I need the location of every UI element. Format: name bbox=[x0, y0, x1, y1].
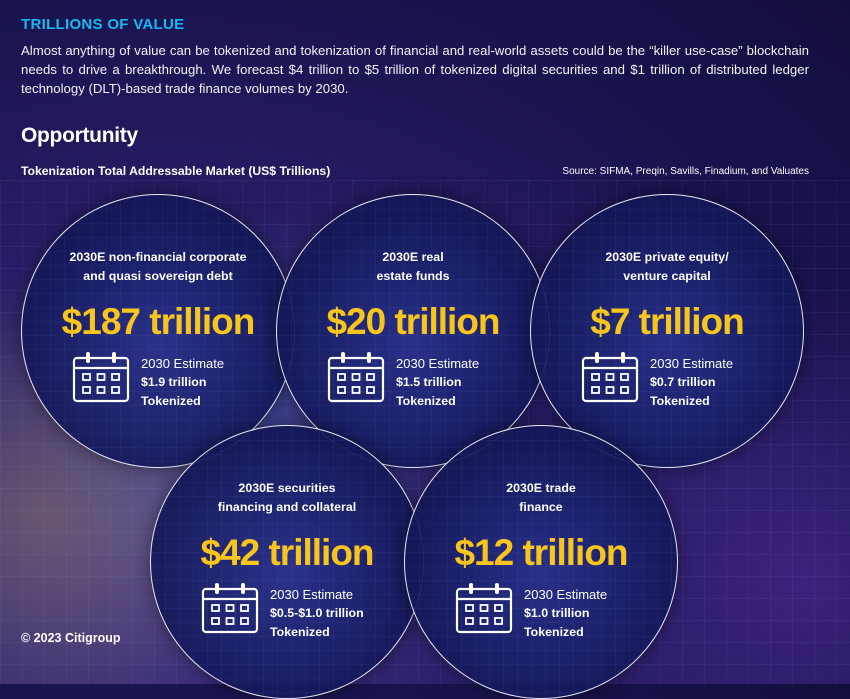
market-value: $12 trillion bbox=[454, 532, 628, 573]
estimate-title: 2030 Estimate bbox=[650, 356, 734, 371]
estimate-suffix: Tokenized bbox=[396, 394, 456, 408]
calendar-icon bbox=[581, 352, 639, 403]
circle-texture bbox=[277, 195, 549, 467]
estimate-suffix: Tokenized bbox=[650, 394, 710, 408]
header-title: TRILLIONS OF VALUE bbox=[21, 16, 185, 33]
estimate-suffix: Tokenized bbox=[141, 394, 201, 408]
source-note: Source: SIFMA, Preqin, Savills, Finadium… bbox=[562, 166, 809, 177]
market-label-line-2: financing and collateral bbox=[217, 500, 357, 514]
estimate-suffix: Tokenized bbox=[524, 625, 584, 639]
copyright-notice: © 2023 Citigroup bbox=[21, 631, 121, 645]
circle-texture bbox=[151, 426, 423, 698]
market-label-line-1: 2030E real bbox=[382, 250, 444, 264]
intro-paragraph: Almost anything of value can be tokenize… bbox=[21, 43, 809, 96]
market-label-line-2: and quasi sovereign debt bbox=[83, 269, 233, 283]
market-label-line-1: 2030E private equity/ bbox=[605, 250, 729, 264]
estimate-amount: $1.9 trillion bbox=[141, 375, 207, 389]
market-label: 2030E securities financing and collatera… bbox=[151, 479, 423, 517]
market-label: 2030E non-financial corporate and quasi … bbox=[22, 248, 294, 286]
calendar-icon bbox=[201, 583, 259, 634]
chart-title: Tokenization Total Addressable Market (U… bbox=[21, 164, 331, 178]
section-title: Opportunity bbox=[21, 124, 138, 147]
market-label-line-2: finance bbox=[519, 500, 563, 514]
market-label: 2030E trade finance bbox=[405, 479, 677, 517]
circle-texture bbox=[405, 426, 677, 698]
market-label-line-1: 2030E securities bbox=[238, 481, 336, 495]
calendar-icon bbox=[455, 583, 513, 634]
estimate-amount: $1.5 trillion bbox=[396, 375, 462, 389]
calendar-icon bbox=[72, 352, 130, 403]
estimate-block: 2030 Estimate $1.5 trillion Tokenized bbox=[396, 354, 479, 411]
market-circle-trade-finance: 2030E trade finance $12 trillion 2030 Es… bbox=[404, 425, 678, 699]
market-label-line-2: estate funds bbox=[376, 269, 450, 283]
estimate-suffix: Tokenized bbox=[270, 625, 330, 639]
estimate-title: 2030 Estimate bbox=[270, 587, 354, 602]
estimate-amount: $0.5-$1.0 trillion bbox=[270, 606, 364, 620]
market-circle-corporate-debt: 2030E non-financial corporate and quasi … bbox=[21, 194, 295, 468]
estimate-block: 2030 Estimate $0.5-$1.0 trillion Tokeniz… bbox=[270, 585, 364, 642]
circle-texture bbox=[531, 195, 803, 467]
estimate-block: 2030 Estimate $1.9 trillion Tokenized bbox=[141, 354, 224, 411]
circle-texture bbox=[22, 195, 294, 467]
market-label: 2030E private equity/ venture capital bbox=[531, 248, 803, 286]
market-value: $20 trillion bbox=[326, 301, 500, 342]
estimate-block: 2030 Estimate $1.0 trillion Tokenized bbox=[524, 585, 607, 642]
market-value: $7 trillion bbox=[590, 301, 744, 342]
market-label: 2030E real estate funds bbox=[277, 248, 549, 286]
market-value: $42 trillion bbox=[200, 532, 374, 573]
estimate-title: 2030 Estimate bbox=[141, 356, 225, 371]
estimate-block: 2030 Estimate $0.7 trillion Tokenized bbox=[650, 354, 733, 411]
market-circle-private-equity: 2030E private equity/ venture capital $7… bbox=[530, 194, 804, 468]
estimate-amount: $1.0 trillion bbox=[524, 606, 590, 620]
estimate-title: 2030 Estimate bbox=[524, 587, 608, 602]
market-circle-real-estate: 2030E real estate funds $20 trillion 203… bbox=[276, 194, 550, 468]
calendar-icon bbox=[327, 352, 385, 403]
market-value: $187 trillion bbox=[61, 301, 256, 342]
estimate-title: 2030 Estimate bbox=[396, 356, 480, 371]
market-circle-securities-financing: 2030E securities financing and collatera… bbox=[150, 425, 424, 699]
market-label-line-2: venture capital bbox=[623, 269, 711, 283]
estimate-amount: $0.7 trillion bbox=[650, 375, 716, 389]
market-label-line-1: 2030E trade bbox=[506, 481, 576, 495]
market-label-line-1: 2030E non-financial corporate bbox=[69, 250, 247, 264]
